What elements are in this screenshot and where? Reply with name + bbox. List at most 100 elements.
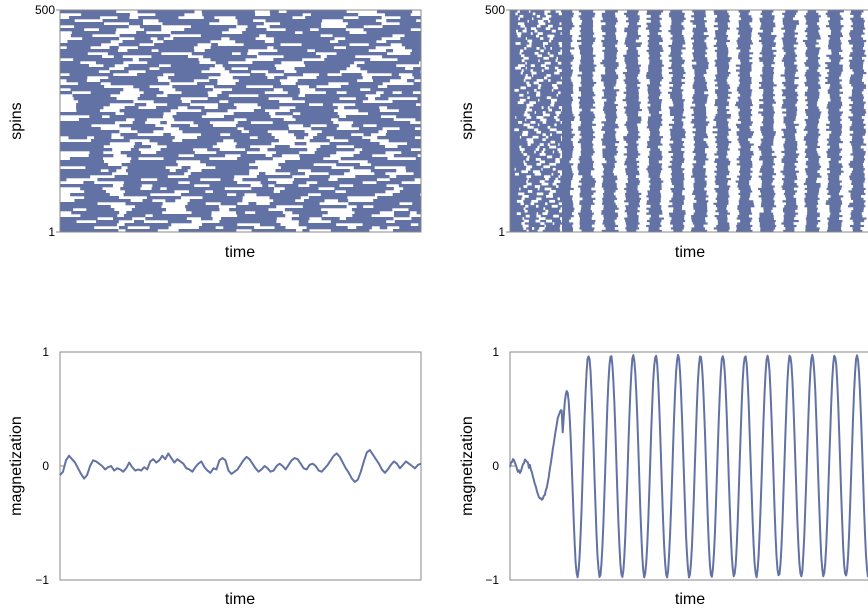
spin-segment [129,22,143,26]
spin-gap [523,113,530,117]
spin-segment [251,187,275,191]
spin-gap [617,175,628,179]
spin-gap [839,76,851,80]
spin-gap [592,103,605,107]
spin-gap [571,106,580,109]
spin-segment [411,217,421,221]
spin-gap [558,27,562,31]
spin-segment [418,223,421,227]
spin-segment [60,28,85,32]
spin-gap [681,91,695,95]
spin-gap [750,44,763,48]
spin-gap [728,74,738,77]
spin-gap [527,96,530,100]
spin-gap [595,69,605,72]
spin-gap [773,19,783,23]
spin-gap [864,42,868,45]
spin-segment [185,205,219,209]
spin-segment [405,46,421,50]
spin-gap [592,158,605,161]
spin-segment [305,64,350,68]
spin-gap [544,224,546,228]
spin-gap [774,222,782,225]
spin-gap [730,113,739,117]
spin-gap [751,175,759,179]
spin-gap [684,14,692,18]
spin-gap [751,155,760,159]
spin-gap [707,175,715,179]
spin-segment [235,205,277,209]
spin-gap [773,197,786,201]
spin-gap [613,192,626,196]
spin-gap [682,162,693,166]
spin-segment [292,115,340,119]
spin-gap [773,113,787,117]
spin-gap [638,91,648,95]
spin-gap [863,106,868,109]
spin-gap [727,37,738,40]
spin-segment [124,190,175,194]
spin-gap [797,86,808,90]
spin-segment [269,196,301,200]
spin-gap [661,101,673,105]
spin-gap [615,190,627,193]
spin-segment [170,64,215,68]
spin-gap [862,229,868,233]
spin-gap [817,170,830,174]
spin-gap [865,86,868,90]
spin-gap [637,155,648,159]
spin-gap [594,84,604,87]
spin-gap [839,88,852,92]
spin-gap [521,54,525,58]
spin-gap [538,59,540,63]
spin-segment [273,199,296,203]
spin-segment [356,64,397,68]
spin-gap [842,165,850,169]
spin-gap [639,14,651,18]
spin-segment [237,214,286,218]
spin-gap [728,197,740,201]
spin-segment [275,169,298,173]
spin-gap [796,165,808,169]
spin-segment [348,139,371,143]
spin-segment [303,124,311,128]
spin-gap [547,125,551,129]
spin-gap [728,229,737,233]
spin-gap [775,227,786,230]
spin-gap [751,135,764,139]
spin-segment [386,40,421,44]
spin-segment [103,64,115,68]
spin-gap [773,123,786,127]
spin-gap [776,224,784,228]
spin-gap [750,74,761,77]
spin-gap [841,128,850,132]
spin-gap [820,182,828,186]
spin-segment [90,139,130,143]
spin-segment [274,226,286,230]
spin-segment [242,178,268,182]
spin-gap [560,229,562,233]
spin-segment [235,82,282,86]
spin-segment [269,25,322,29]
spin-segment [118,226,128,230]
spin-gap [593,229,602,233]
spin-segment [330,229,370,233]
spin-gap [705,12,715,16]
spin-gap [752,165,762,169]
spin-gap [635,39,648,43]
spin-gap [525,61,527,65]
spin-gap [684,61,697,65]
spin-gap [796,111,806,114]
spin-gap [616,37,626,40]
spin-gap [526,165,533,169]
spin-gap [593,133,604,137]
spin-gap [559,155,562,159]
spin-gap [839,212,851,216]
spin-segment [333,136,363,140]
spin-gap [753,133,762,137]
spin-gap [797,175,808,179]
spin-gap [865,150,868,154]
spin-gap [816,39,829,43]
spin-gap [707,56,717,60]
spin-gap [662,61,672,65]
